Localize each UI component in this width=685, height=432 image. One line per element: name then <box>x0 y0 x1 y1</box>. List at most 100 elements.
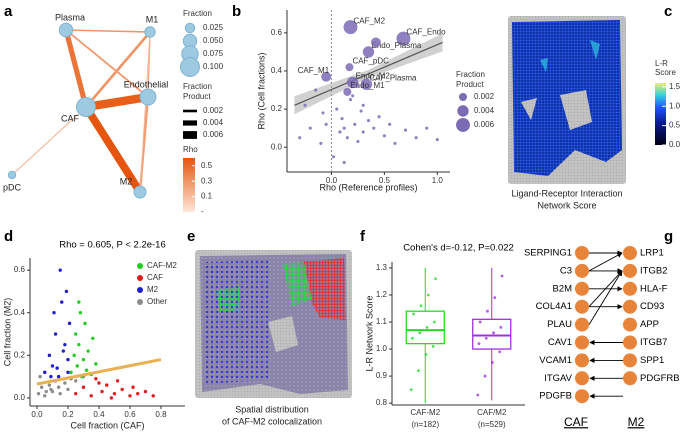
network-node <box>139 88 157 106</box>
ligand-node <box>575 335 589 350</box>
point-label: CAF_Plasma <box>369 73 417 82</box>
interaction-arrow <box>588 270 623 325</box>
point <box>151 394 155 398</box>
x-tick-label: (n=529) <box>478 420 506 429</box>
point <box>425 126 429 130</box>
ligand-label: PDGFB <box>539 391 572 402</box>
receptor-node <box>623 353 637 368</box>
point <box>36 391 41 396</box>
y-axis-label: Cell fraction (M2) <box>2 298 12 367</box>
point <box>47 353 52 358</box>
network-edge <box>65 29 149 98</box>
fit-line <box>294 41 443 106</box>
point-label: CAF_pDC <box>352 56 389 65</box>
point <box>372 126 376 130</box>
point <box>43 394 47 398</box>
point <box>340 117 344 121</box>
legend-circle <box>180 57 200 77</box>
point <box>72 353 76 358</box>
legend-title: Product <box>456 80 484 89</box>
point <box>43 370 47 375</box>
jitter-point <box>412 312 416 316</box>
point <box>89 394 93 398</box>
tissue-image-e <box>195 250 352 398</box>
panel-label: g <box>664 228 673 245</box>
point <box>366 118 371 123</box>
chart-title: Cohen's d=-0.12, P=0.022 <box>403 243 514 254</box>
jitter-point <box>486 309 489 313</box>
network-node <box>144 26 156 38</box>
colorbar-label: 1.0 <box>669 101 681 110</box>
point-label: Endo_M1 <box>350 81 385 90</box>
ligand-label: COL4A1 <box>536 301 572 312</box>
point <box>63 342 67 347</box>
point <box>97 381 101 385</box>
y-axis-label: L-R Network Score <box>364 295 374 371</box>
ligand-label: C3 <box>560 265 572 276</box>
legend-label: 0.002 <box>474 92 495 101</box>
network-edge <box>11 106 87 176</box>
legend-title: Rho <box>183 145 198 154</box>
jitter-point <box>478 320 482 324</box>
receptor-label: APP <box>640 319 659 330</box>
legend-circle <box>457 105 469 117</box>
point <box>91 336 95 340</box>
network-node <box>76 97 96 117</box>
point <box>86 349 90 353</box>
ligand-node <box>575 263 589 278</box>
point <box>94 362 98 366</box>
point <box>343 87 352 96</box>
point <box>356 139 360 144</box>
jitter-point <box>418 331 422 335</box>
point <box>74 391 78 396</box>
point <box>314 88 318 92</box>
ligand-node <box>575 353 589 368</box>
point <box>143 389 148 394</box>
point <box>53 332 58 336</box>
ligand-label: VCAM1 <box>539 355 572 366</box>
point <box>47 383 52 387</box>
point-label: Endo_M2 <box>356 72 391 81</box>
map-title: of CAF-M2 colocalization <box>222 416 322 426</box>
jitter-point <box>492 331 495 335</box>
point-label: CAF_M2 <box>354 16 386 25</box>
x-tick-label: (n=182) <box>411 420 439 429</box>
x-tick-label: CAF/M2 <box>477 408 507 417</box>
point <box>335 107 339 111</box>
ligand-label: ITGAV <box>544 373 572 384</box>
colorbar-title: L-R <box>655 59 668 68</box>
point <box>338 130 342 134</box>
point <box>69 370 73 375</box>
network-edge <box>81 92 153 112</box>
y-tick-label: 1.3 <box>376 263 388 272</box>
point <box>58 391 62 396</box>
network-node <box>133 185 147 199</box>
y-tick-label: 1.0 <box>376 344 388 353</box>
jitter-point <box>499 326 503 329</box>
y-tick-label: 0.6 <box>271 28 283 37</box>
point <box>435 138 439 142</box>
point <box>66 370 70 375</box>
y-tick-label: 0.9 <box>376 371 388 380</box>
point <box>64 289 69 294</box>
jitter-point <box>483 374 487 378</box>
jitter-point <box>411 336 414 340</box>
point <box>38 374 42 379</box>
x-tick-label: 0.0 <box>31 410 43 419</box>
legend-title: Fraction <box>183 9 212 18</box>
point <box>324 122 328 126</box>
legend-label: 0.006 <box>474 120 495 129</box>
panel-label: a <box>4 3 13 20</box>
network-edge <box>65 29 151 33</box>
point <box>382 134 386 138</box>
point <box>396 31 411 46</box>
point <box>61 349 66 353</box>
point <box>403 128 408 132</box>
point <box>332 155 336 159</box>
receptor-label: SPP1 <box>640 355 664 366</box>
y-tick-label: 0.0 <box>271 142 283 151</box>
ligand-node <box>575 246 589 260</box>
x-tick-label: 0.5 <box>379 176 391 185</box>
point <box>362 46 375 58</box>
